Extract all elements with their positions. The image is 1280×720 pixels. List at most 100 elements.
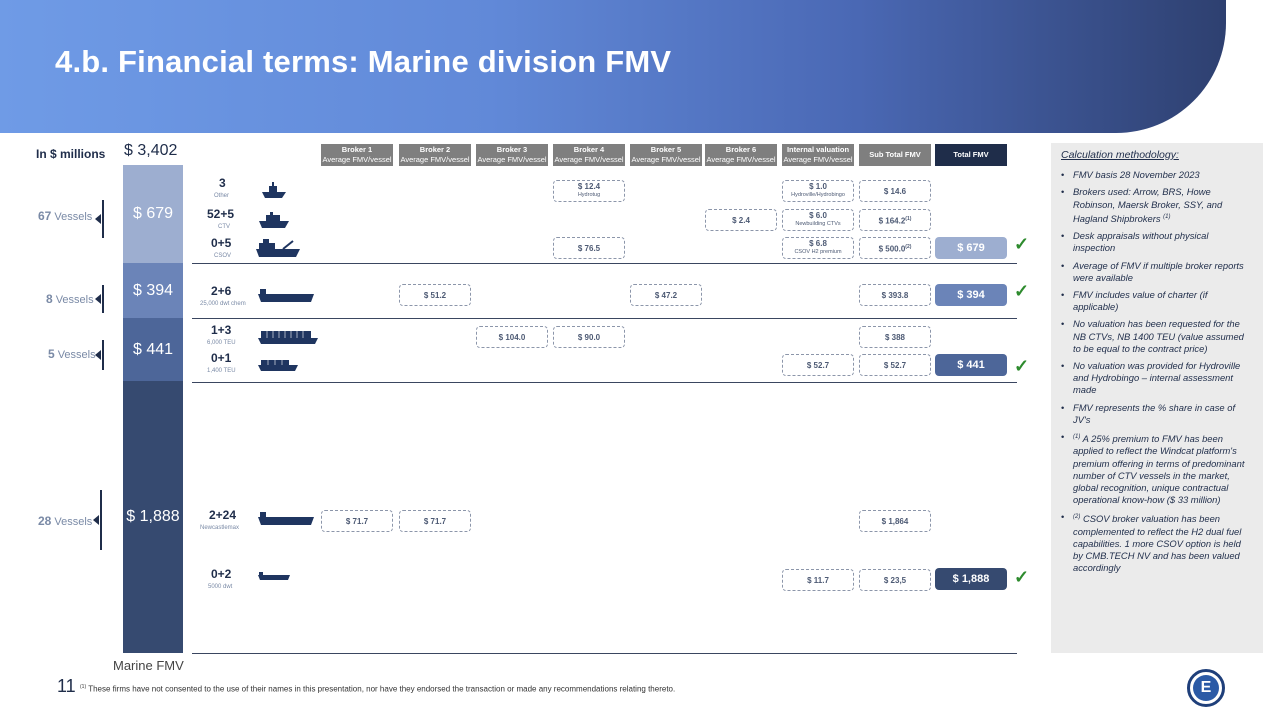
subtotal-cell: $ 23,5 — [859, 569, 931, 591]
methodology-panel: Calculation methodology: FMV basis 28 No… — [1051, 143, 1263, 653]
column-name: Total FMV — [953, 150, 989, 159]
total-cell: $ 394 — [935, 284, 1007, 306]
value-text: $ 47.2 — [654, 290, 678, 300]
column-sub: Average FMV/vessel — [631, 155, 701, 164]
check-icon: ✓ — [1014, 567, 1030, 587]
value-text: $ 1.0 — [809, 182, 827, 191]
page-title: 4.b. Financial terms: Marine division FM… — [55, 44, 672, 79]
column-name: Broker 4 — [573, 145, 605, 154]
row-count: 2+6 — [211, 284, 232, 298]
bracket-icon — [93, 490, 102, 550]
value-text: $ 71.7 — [423, 516, 447, 526]
ctv-vessel-icon — [259, 212, 289, 228]
row-type: Other — [214, 193, 230, 199]
value-cell: $ 51.2 — [399, 284, 471, 306]
row-type: CSOV — [214, 253, 232, 259]
subtotal-cell: $ 164.2(1) — [859, 209, 931, 231]
column-name: Sub Total FMV — [869, 150, 921, 159]
value-text: $ 76.5 — [577, 243, 601, 253]
bracket-icon — [95, 200, 104, 238]
row-count: 0+5 — [211, 236, 232, 250]
total-cell: $ 679 — [935, 237, 1007, 259]
column-name: Broker 6 — [725, 145, 757, 154]
value-text: $ 388 — [884, 332, 906, 342]
value-subtext: Hydrotug — [577, 192, 601, 198]
methodology-item: (1) A 25% premium to FMV has been applie… — [1061, 431, 1253, 506]
vessel-count: 5 Vessels — [48, 347, 96, 361]
value-text: $ 51.2 — [423, 290, 447, 300]
footnote-marker: (2) — [1073, 514, 1081, 521]
methodology-text: FMV represents the % share in case of JV… — [1073, 401, 1236, 425]
check-icon: ✓ — [1014, 234, 1030, 254]
subtotal-cell: $ 1,864 — [859, 510, 931, 532]
bar-segment-4: $ 1,888 — [123, 381, 183, 653]
bar-segment-value: $ 394 — [132, 281, 174, 299]
value-cell: $ 1.0 Hydroville/Hydrobingo — [782, 180, 854, 202]
row-type: 25,000 dwt chem — [200, 301, 246, 307]
methodology-item: FMV includes value of charter (if applic… — [1061, 289, 1253, 313]
bracket-icon — [95, 285, 104, 313]
row-count: 3 — [219, 176, 226, 190]
column-sub: Average FMV/vessel — [400, 155, 470, 164]
value-cell: $ 71.7 — [399, 510, 471, 532]
footnote-text: These firms have not consented to the us… — [88, 684, 676, 694]
logo-letter: E — [1193, 675, 1219, 701]
value-text: $ 500.0 — [878, 244, 906, 254]
bar-segment-value: $ 1,888 — [126, 508, 180, 525]
csov-vessel-icon — [256, 239, 300, 257]
methodology-text: FMV basis 28 November 2023 — [1073, 169, 1200, 181]
bar-segment-1: $ 679 — [123, 165, 183, 263]
units-label: In $ millions — [36, 147, 106, 161]
methodology-text: CSOV broker valuation has been complemen… — [1073, 513, 1242, 574]
vessel-count-word: Vessels — [54, 211, 93, 223]
vessel-count-number: 8 — [46, 292, 53, 306]
methodology-item: FMV represents the % share in case of JV… — [1061, 402, 1253, 426]
subtotal-cell: $ 52.7 — [859, 354, 931, 376]
methodology-text: Average of FMV if multiple broker report… — [1073, 259, 1244, 283]
row-type: 5000 dwt — [208, 584, 233, 590]
column-header-broker-4: Broker 4 Average FMV/vessel — [553, 144, 625, 166]
value-cell: $ 104.0 — [476, 326, 548, 348]
total-cell: $ 1,888 — [935, 568, 1007, 590]
row-divider — [192, 318, 1017, 319]
value-subtext: CSOV H2 premium — [794, 249, 842, 255]
value-cell: $ 47.2 — [630, 284, 702, 306]
chemical-tanker-icon — [258, 289, 314, 302]
methodology-text: Desk appraisals without physical inspect… — [1073, 230, 1209, 254]
subtotal-cell: $ 14.6 — [859, 180, 931, 202]
subtotal-cell: $ 393.8 — [859, 284, 931, 306]
methodology-title: Calculation methodology: — [1061, 149, 1179, 161]
row-count: 1+3 — [211, 323, 232, 337]
row-count: 0+1 — [211, 351, 232, 365]
row-divider — [192, 653, 1017, 654]
value-cell: $ 52.7 — [782, 354, 854, 376]
column-header-subtotal: Sub Total FMV — [859, 144, 931, 166]
footnote-marker: (2) — [905, 243, 912, 250]
vessel-count-word: Vessels — [54, 516, 93, 528]
column-name: Broker 1 — [341, 145, 373, 154]
row-type: Newcastlemax — [200, 525, 240, 531]
column-header-total: Total FMV — [935, 144, 1007, 166]
value-text: $ 14.6 — [883, 186, 907, 196]
vessel-count-number: 28 — [38, 514, 52, 528]
value-text: $ 52.7 — [806, 360, 830, 370]
subtotal-cell: $ 388 — [859, 326, 931, 348]
bracket-icon — [95, 340, 104, 370]
value-cell: $ 90.0 — [553, 326, 625, 348]
total-cell: $ 441 — [935, 354, 1007, 376]
value-subtext: Newbuilding CTVs — [795, 221, 841, 227]
row-type: 6,000 TEU — [207, 340, 236, 346]
vessel-count-word: Vessels — [55, 294, 94, 306]
methodology-item: Average of FMV if multiple broker report… — [1061, 260, 1253, 284]
value-cell: $ 71.7 — [321, 510, 393, 532]
column-header-internal: Internal valuation Average FMV/vessel — [782, 144, 854, 166]
check-icon: ✓ — [1014, 281, 1030, 301]
value-text: $ 11.7 — [807, 575, 829, 585]
value-cell: $ 76.5 — [553, 237, 625, 259]
methodology-text: Brokers used: Arrow, BRS, Howe Robinson,… — [1073, 186, 1223, 224]
methodology-text: A 25% premium to FMV has been applied to… — [1073, 433, 1245, 506]
methodology-text: No valuation has been requested for the … — [1073, 318, 1244, 354]
methodology-text: No valuation was provided for Hydroville… — [1073, 359, 1241, 396]
row-count: 52+5 — [207, 207, 235, 221]
